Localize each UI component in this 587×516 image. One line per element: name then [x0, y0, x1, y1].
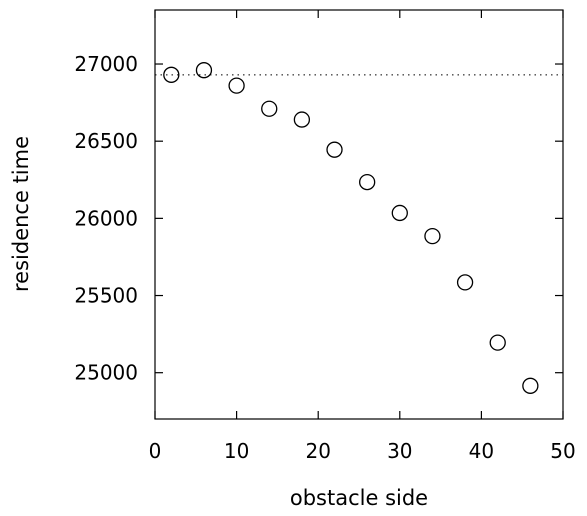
x-tick-label: 10 — [224, 439, 249, 463]
y-tick-label: 25500 — [74, 284, 138, 308]
data-point — [195, 62, 213, 79]
data-point — [359, 173, 376, 191]
data-point — [228, 77, 245, 94]
x-tick-label: 50 — [550, 439, 575, 463]
data-points — [163, 62, 539, 394]
x-tick-label: 40 — [469, 439, 494, 463]
data-point — [456, 274, 474, 291]
data-point — [293, 111, 311, 128]
data-point — [261, 100, 278, 117]
data-point — [424, 227, 441, 245]
y-tick-label: 25000 — [74, 361, 138, 385]
data-point — [391, 204, 408, 222]
y-tick-label: 26500 — [74, 129, 138, 153]
y-tick-label: 26000 — [74, 206, 138, 230]
x-tick-label: 30 — [387, 439, 412, 463]
data-point — [326, 141, 343, 158]
y-axis-label: residence time — [9, 136, 33, 292]
x-tick-label: 20 — [305, 439, 330, 463]
data-point — [489, 334, 506, 351]
x-tick-label: 0 — [149, 439, 162, 463]
plot-frame — [154, 9, 564, 420]
data-point — [163, 66, 180, 83]
axis-ticks: 0 10 20 30 40 50 25000 25500 26000 26500 27000 — [74, 10, 576, 463]
x-axis-label: obstacle side — [290, 486, 428, 510]
y-tick-label: 27000 — [74, 52, 138, 76]
data-point — [522, 377, 539, 394]
